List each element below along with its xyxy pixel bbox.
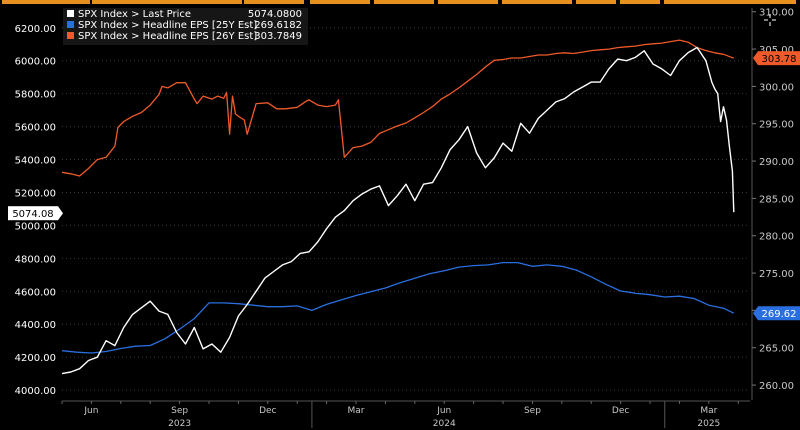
- left-tick-label: 5800.00: [15, 90, 56, 101]
- x-month-label: Mar: [348, 406, 365, 416]
- x-month-label: Dec: [612, 406, 629, 416]
- left-tick-label: 5000.00: [15, 221, 56, 232]
- left-tick-label: 4400.00: [15, 320, 56, 331]
- right-tick-label: 290.00: [759, 157, 794, 168]
- last-value-box-eps25: [758, 306, 800, 321]
- top-accent-segment: [576, 0, 616, 4]
- top-accent-segment: [502, 0, 572, 4]
- left-axis: 4000.00 4200.00 4400.00 4600.00 4800.00 5000.…: [15, 24, 56, 397]
- top-accent-segment: [2, 0, 90, 4]
- x-month-label: Mar: [700, 406, 717, 416]
- last-value-box-spx: [8, 206, 58, 221]
- right-axis: 260.00265.00270.00275.00280.00285.00290.…: [751, 8, 794, 400]
- x-month-label: Jun: [436, 406, 451, 416]
- top-accent-segment: [92, 0, 242, 4]
- grid-lines: [62, 27, 750, 391]
- right-tick-label: 295.00: [759, 120, 794, 131]
- right-tick-label: 305.00: [759, 45, 794, 56]
- legend-swatch: [67, 10, 74, 17]
- x-year-label: 2023: [168, 419, 191, 429]
- left-tick-label: 6000.00: [15, 57, 56, 68]
- left-tick-label: 5600.00: [15, 123, 56, 134]
- legend-series-name: SPX Index > Last Price: [78, 9, 191, 20]
- top-accent-segment: [438, 0, 498, 4]
- x-month-label: Sep: [524, 406, 541, 416]
- right-tick-label: 260.00: [759, 381, 794, 392]
- left-tick-label: 4600.00: [15, 287, 56, 298]
- legend-series-value: 303.7849: [254, 31, 302, 42]
- last-value-text-eps26: 303.78: [762, 54, 797, 65]
- top-accent-segment: [244, 0, 304, 4]
- legend-series-name: SPX Index > Headline EPS [25Y Est]: [78, 20, 257, 31]
- right-tick-label: 310.00: [759, 8, 794, 19]
- legend-background: [63, 8, 308, 45]
- crosshair-icon[interactable]: [764, 14, 776, 26]
- series-layer: [61, 39, 735, 375]
- series-line-eps25: [61, 261, 735, 354]
- last-value-labels: 5074.08 303.78 269.62: [8, 51, 800, 321]
- left-tick-label: 6200.00: [15, 24, 56, 35]
- last-value-pointer-eps26: [753, 51, 758, 66]
- right-tick-label: 280.00: [759, 232, 794, 243]
- last-value-text-eps25: 269.62: [762, 309, 797, 320]
- legend-series-name: SPX Index > Headline EPS [26Y Est]: [78, 31, 257, 42]
- left-tick-label: 4800.00: [15, 254, 56, 265]
- left-tick-label: 5400.00: [15, 156, 56, 167]
- last-value-pointer-eps25: [753, 306, 758, 321]
- left-tick-label: 4200.00: [15, 353, 56, 364]
- legend-series-value: 269.6182: [254, 20, 302, 31]
- top-accent-bar: [0, 0, 800, 4]
- left-tick-label: 5200.00: [15, 188, 56, 199]
- x-month-label: Jun: [83, 406, 98, 416]
- series-line-spx: [61, 46, 735, 375]
- top-accent-segment: [664, 0, 796, 4]
- x-axis: Jun Sep Dec Mar Jun Sep Dec Mar 2023 2024 2025: [61, 400, 750, 429]
- last-value-text-spx: 5074.08: [12, 209, 53, 220]
- last-value-pointer-spx: [58, 206, 63, 221]
- legend-swatch: [67, 32, 74, 39]
- top-accent-segment: [620, 0, 660, 4]
- legend-swatch: [67, 21, 74, 28]
- right-tick-label: 275.00: [759, 269, 794, 280]
- series-line-eps26: [61, 39, 735, 177]
- x-month-label: Dec: [259, 406, 276, 416]
- top-accent-segment: [310, 0, 370, 4]
- last-value-box-eps26: [758, 51, 800, 66]
- x-year-label: 2025: [697, 419, 720, 429]
- right-tick-label: 300.00: [759, 82, 794, 93]
- x-month-label: Sep: [171, 406, 188, 416]
- right-tick-label: 265.00: [759, 344, 794, 355]
- plot-area: [62, 8, 750, 400]
- left-tick-label: 4000.00: [15, 386, 56, 397]
- x-year-label: 2024: [433, 419, 456, 429]
- legend-series-value: 5074.0800: [248, 9, 302, 20]
- top-accent-segment: [374, 0, 434, 4]
- right-tick-label: 285.00: [759, 194, 794, 205]
